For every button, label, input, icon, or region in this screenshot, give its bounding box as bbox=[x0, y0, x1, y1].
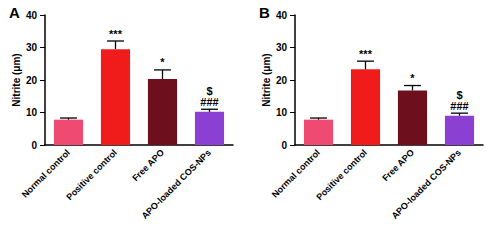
svg-text:###: ### bbox=[450, 100, 468, 112]
svg-text:*: * bbox=[410, 72, 415, 84]
svg-text:40: 40 bbox=[276, 10, 288, 21]
svg-text:APO-loaded COS-NPs: APO-loaded COS-NPs bbox=[390, 147, 463, 220]
svg-text:0: 0 bbox=[31, 140, 37, 151]
svg-text:B: B bbox=[259, 4, 270, 21]
svg-text:20: 20 bbox=[276, 75, 288, 86]
svg-text:***: *** bbox=[359, 48, 373, 60]
svg-text:Free APO: Free APO bbox=[130, 147, 166, 183]
svg-text:APO-loaded COS-NPs: APO-loaded COS-NPs bbox=[140, 147, 213, 220]
svg-text:***: *** bbox=[109, 28, 123, 40]
svg-text:Nitrite (μm): Nitrite (μm) bbox=[11, 53, 22, 106]
svg-text:20: 20 bbox=[26, 75, 38, 86]
svg-text:Normal control: Normal control bbox=[20, 147, 72, 199]
svg-text:*: * bbox=[160, 56, 165, 68]
svg-text:Normal control: Normal control bbox=[270, 147, 322, 199]
svg-text:0: 0 bbox=[281, 140, 287, 151]
svg-text:Positive control: Positive control bbox=[314, 147, 369, 202]
svg-text:Positive control: Positive control bbox=[64, 147, 119, 202]
svg-text:30: 30 bbox=[276, 42, 288, 53]
svg-text:30: 30 bbox=[26, 42, 38, 53]
svg-text:$: $ bbox=[456, 89, 462, 101]
svg-text:40: 40 bbox=[26, 10, 38, 21]
svg-text:A: A bbox=[9, 4, 20, 21]
svg-text:Free APO: Free APO bbox=[380, 147, 416, 183]
svg-text:###: ### bbox=[200, 96, 218, 108]
svg-text:10: 10 bbox=[276, 107, 288, 118]
svg-text:Nitrite (μm): Nitrite (μm) bbox=[261, 53, 272, 106]
svg-text:$: $ bbox=[206, 85, 212, 97]
svg-text:10: 10 bbox=[26, 107, 38, 118]
